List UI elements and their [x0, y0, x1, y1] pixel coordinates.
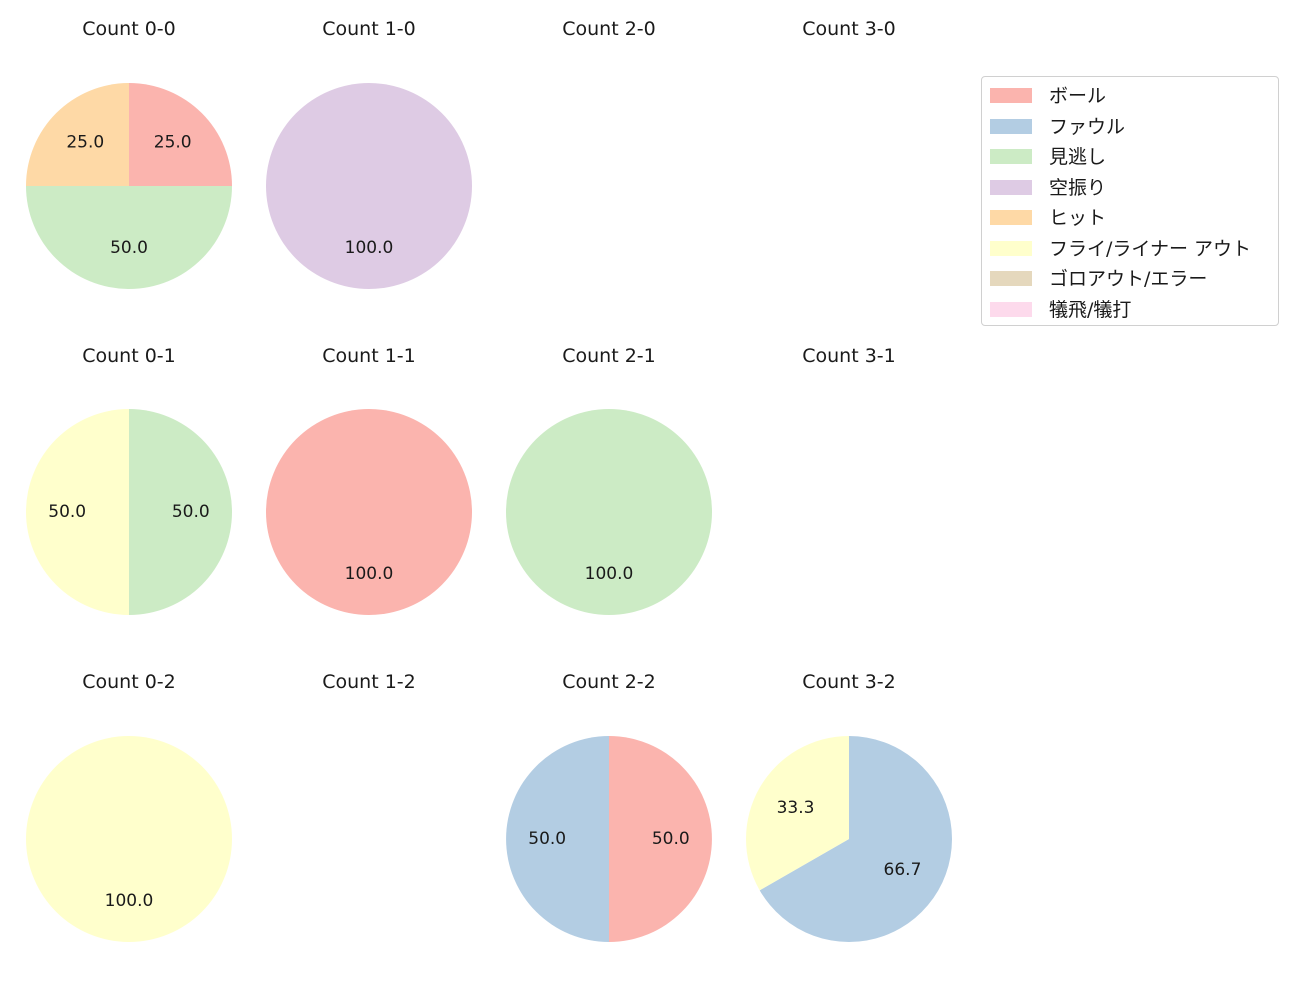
pie-slice — [26, 83, 129, 186]
pie-panel: Count 2-2 50.0 50.0 — [506, 671, 712, 942]
legend-swatch — [990, 88, 1032, 103]
pie-panel: Count 1-0 100.0 — [266, 18, 472, 289]
pie-slice — [506, 736, 609, 942]
slice-value-label: 100.0 — [345, 238, 394, 258]
legend-swatch — [990, 210, 1032, 225]
slice-value-label: 50.0 — [172, 502, 210, 522]
pie-slice — [129, 83, 232, 186]
legend-swatch — [990, 149, 1032, 164]
legend-item: 空振り — [982, 171, 1278, 201]
panel-title: Count 3-2 — [802, 671, 896, 693]
pie-slice — [746, 736, 849, 891]
pie-panel: Count 3-2 66.7 33.3 — [746, 671, 953, 942]
legend-item: フライ/ライナー アウト — [982, 232, 1278, 262]
legend-label: ヒット — [1049, 207, 1107, 229]
slice-value-label: 100.0 — [585, 564, 634, 584]
legend-label: 空振り — [1049, 176, 1107, 199]
pie-slice — [759, 736, 953, 942]
slice-value-label: 100.0 — [345, 564, 394, 584]
legend-label: 見逃し — [1049, 146, 1107, 168]
panel-title: Count 1-2 — [322, 671, 416, 693]
panel-title: Count 1-0 — [322, 18, 416, 40]
panel-title: Count 2-1 — [562, 345, 656, 367]
legend-label: ボール — [1049, 85, 1107, 107]
pie-panel: Count 2-0 — [562, 18, 656, 40]
legend-label: ゴロアウト/エラー — [1049, 268, 1208, 290]
panel-title: Count 3-1 — [802, 345, 896, 367]
legend-label: 犠飛/犠打 — [1049, 298, 1132, 321]
pie-slice — [609, 736, 712, 942]
slice-value-label: 50.0 — [110, 238, 148, 258]
panel-title: Count 1-1 — [322, 345, 416, 367]
legend-item: ヒット — [982, 201, 1278, 231]
panel-title: Count 2-0 — [562, 18, 656, 40]
legend-label: ファウル — [1049, 115, 1126, 138]
legend-item: ボール — [982, 79, 1278, 109]
panel-title: Count 0-0 — [82, 18, 176, 40]
chart-legend: ボールファウル見逃し空振りヒットフライ/ライナー アウト ゴロアウト/エラー 犠飛/… — [981, 76, 1279, 326]
pie-slice — [129, 409, 232, 615]
pie-slice — [266, 409, 472, 615]
slice-value-label: 66.7 — [884, 860, 922, 880]
legend-item: 見逃し — [982, 140, 1278, 170]
legend-swatch — [990, 179, 1032, 195]
pie-slice — [266, 83, 472, 289]
legend-swatch — [990, 271, 1032, 286]
legend-swatch — [990, 118, 1032, 134]
panel-title: Count 0-1 — [82, 345, 176, 367]
slice-value-label: 50.0 — [528, 829, 566, 849]
legend-item: 犠飛/犠打 — [982, 293, 1278, 323]
panel-title: Count 3-0 — [802, 18, 896, 40]
slice-value-label: 100.0 — [105, 891, 154, 911]
pie-panel: Count 3-1 — [802, 345, 896, 367]
pie-panel: Count 3-0 — [802, 18, 896, 40]
slice-value-label: 25.0 — [66, 132, 104, 152]
pie-panel: Count 2-1 100.0 — [506, 345, 712, 615]
legend-swatch — [990, 301, 1032, 317]
legend-label: フライ/ライナー アウト — [1049, 237, 1252, 260]
slice-value-label: 33.3 — [777, 798, 815, 818]
pie-panel: Count 1-1 100.0 — [266, 345, 472, 615]
pie-slice — [26, 409, 129, 615]
pie-panel: Count 0-0 25.0 50.0 25.0 — [26, 18, 232, 289]
panel-title: Count 2-2 — [562, 671, 656, 693]
pie-panel: Count 0-1 50.0 50.0 — [26, 345, 232, 615]
panel-title: Count 0-2 — [82, 671, 176, 693]
slice-value-label: 50.0 — [48, 502, 86, 522]
legend-item: ゴロアウト/エラー — [982, 262, 1278, 292]
pie-slice — [506, 409, 712, 615]
legend-swatch — [990, 240, 1032, 256]
slice-value-label: 50.0 — [652, 829, 690, 849]
pie-slice — [26, 736, 232, 942]
pie-panel: Count 0-2 100.0 — [26, 671, 232, 942]
pie-panel: Count 1-2 — [322, 671, 416, 693]
slice-value-label: 25.0 — [154, 132, 192, 152]
pie-slice — [26, 186, 232, 289]
legend-item: ファウル — [982, 110, 1278, 140]
